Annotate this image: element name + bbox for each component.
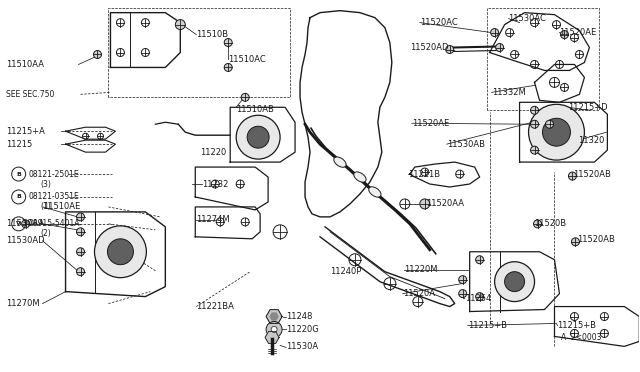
Circle shape	[95, 226, 147, 278]
Circle shape	[22, 220, 29, 228]
Text: 11520AB: 11520AB	[577, 235, 615, 244]
Text: 11520AD: 11520AD	[410, 43, 448, 52]
Circle shape	[247, 126, 269, 148]
Text: A  2<0003: A 2<0003	[561, 333, 602, 342]
Circle shape	[545, 120, 554, 128]
Circle shape	[224, 64, 232, 71]
Circle shape	[531, 146, 538, 154]
Text: 11332M: 11332M	[492, 88, 525, 97]
Text: 11220M: 11220M	[404, 265, 437, 274]
Text: 11520AB: 11520AB	[573, 170, 611, 179]
Text: 11248: 11248	[286, 312, 312, 321]
Circle shape	[561, 31, 568, 39]
Text: 11240P: 11240P	[330, 267, 362, 276]
Text: 11274M: 11274M	[196, 215, 230, 224]
Circle shape	[531, 120, 538, 128]
Circle shape	[543, 118, 570, 146]
Text: 11215+B: 11215+B	[557, 321, 596, 330]
Text: 11520AE: 11520AE	[412, 119, 449, 128]
Circle shape	[77, 228, 84, 236]
Text: 08121-2501E: 08121-2501E	[29, 170, 79, 179]
Text: 08121-0351E: 08121-0351E	[29, 192, 79, 202]
Text: SEE SEC.750: SEE SEC.750	[6, 90, 54, 99]
Text: 11520AA: 11520AA	[426, 199, 464, 208]
Text: B: B	[16, 171, 21, 177]
Circle shape	[529, 104, 584, 160]
Polygon shape	[265, 331, 279, 343]
Text: 11215+A: 11215+A	[6, 127, 45, 136]
Text: 11530AB: 11530AB	[447, 140, 484, 149]
Text: 11530AC: 11530AC	[509, 14, 547, 23]
Text: 11510AE: 11510AE	[43, 202, 80, 211]
Text: 11215: 11215	[6, 140, 32, 149]
Circle shape	[504, 272, 525, 292]
Circle shape	[459, 290, 467, 298]
Text: 11510B: 11510B	[196, 30, 228, 39]
Polygon shape	[266, 310, 282, 323]
Text: 11520AE: 11520AE	[559, 28, 596, 37]
Text: 11215+D: 11215+D	[568, 103, 608, 112]
Text: 11510AC: 11510AC	[228, 55, 266, 64]
Circle shape	[476, 293, 484, 301]
Text: 11530AA: 11530AA	[6, 219, 44, 228]
Text: 11232: 11232	[202, 180, 228, 189]
Text: 11220G: 11220G	[286, 325, 319, 334]
Text: 11520A: 11520A	[403, 289, 435, 298]
Circle shape	[459, 276, 467, 283]
Text: 11221B: 11221B	[408, 170, 440, 179]
Circle shape	[77, 268, 84, 276]
Text: B: B	[16, 195, 21, 199]
Text: 11215+B: 11215+B	[468, 321, 507, 330]
Text: 11530AD: 11530AD	[6, 236, 44, 245]
Circle shape	[495, 262, 534, 302]
Text: 11270M: 11270M	[6, 299, 39, 308]
Text: 11254: 11254	[465, 294, 491, 303]
Text: (2): (2)	[40, 229, 51, 238]
Circle shape	[77, 248, 84, 256]
Ellipse shape	[334, 157, 346, 167]
Circle shape	[476, 256, 484, 264]
Text: 08915-5401A: 08915-5401A	[29, 219, 80, 228]
Circle shape	[491, 29, 499, 36]
Circle shape	[108, 239, 133, 265]
Circle shape	[236, 115, 280, 159]
Text: 11510AA: 11510AA	[6, 60, 44, 69]
Text: 11520AC: 11520AC	[420, 18, 458, 27]
Ellipse shape	[354, 172, 366, 182]
Text: 11220: 11220	[200, 148, 227, 157]
Text: 11320: 11320	[579, 136, 605, 145]
Circle shape	[175, 20, 186, 30]
Circle shape	[534, 220, 541, 228]
Circle shape	[420, 199, 430, 209]
Text: V: V	[16, 221, 21, 226]
Circle shape	[224, 39, 232, 46]
Circle shape	[241, 93, 249, 101]
Text: 11520B: 11520B	[534, 219, 566, 228]
Text: 11221BA: 11221BA	[196, 302, 234, 311]
Text: (3): (3)	[40, 180, 51, 189]
Circle shape	[568, 172, 577, 180]
Circle shape	[93, 51, 102, 58]
Circle shape	[445, 45, 454, 54]
Circle shape	[266, 321, 282, 337]
Text: (1): (1)	[40, 202, 51, 211]
Circle shape	[271, 327, 277, 333]
Text: 11510AB: 11510AB	[236, 105, 274, 114]
Text: 11530A: 11530A	[286, 342, 318, 351]
Ellipse shape	[369, 187, 381, 197]
Circle shape	[572, 238, 579, 246]
Polygon shape	[270, 313, 278, 320]
Circle shape	[495, 44, 504, 51]
Circle shape	[531, 106, 538, 114]
Circle shape	[77, 213, 84, 221]
